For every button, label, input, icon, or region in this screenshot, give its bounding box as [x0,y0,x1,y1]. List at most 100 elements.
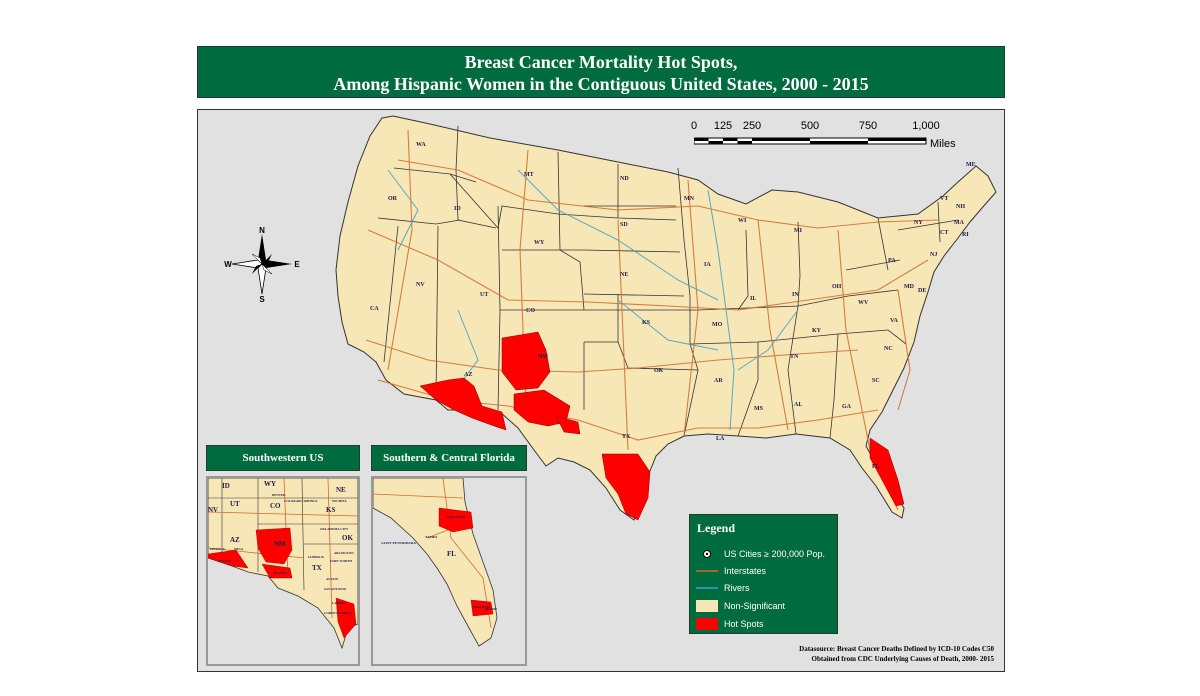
compass-n: N [259,226,265,235]
state-label: WA [416,142,426,148]
compass-e: E [294,260,300,269]
state-label: CT [940,230,948,236]
state-label: IN [792,292,799,298]
inset-label: DENVER [272,493,286,497]
inset-label: FL [447,550,456,558]
state-label: SC [872,378,880,384]
state-label: TN [790,354,799,360]
title-line-2: Among Hispanic Women in the Contiguous U… [333,74,869,94]
florida-inset-title: Southern & Central Florida [371,445,527,471]
florida-inset-svg: ORLANDO SAINT PETERSBURG TAMPA FL HIALEA… [373,478,497,647]
state-label: NM [538,354,548,360]
inset-label: CO [270,502,281,510]
state-label: DE [918,288,926,294]
inset-label: SAN ANTONIO [324,587,347,591]
inset-label: ID [222,482,230,490]
inset-label: NE [336,486,346,494]
inset-label: ORLANDO [447,515,465,519]
legend-title: Legend [697,521,736,535]
inset-label: ARLINGTON [334,551,354,555]
state-label: CO [526,308,535,314]
state-label: NJ [930,252,937,258]
state-label: ND [620,176,629,182]
state-label: WY [534,240,545,246]
hot-spot-regions [419,331,905,521]
inset-label: TUCSON [218,559,232,563]
state-label: VA [890,318,899,324]
state-label: MD [904,284,915,290]
hot-spot-swatch-icon [696,618,718,630]
state-label: MS [754,406,764,412]
inset-label: WY [264,480,276,488]
inset-label: LUBBOCK [308,555,324,559]
north-arrow-compass: N S W E [224,226,300,304]
state-label: NE [620,272,628,278]
inset-label: TAMPA [425,535,438,539]
main-map-frame: WA MT ND OR ID MN WY SD WI MI NV UT NE I… [197,109,1005,672]
inset-label: EL PASO [274,571,288,575]
scale-tick-label: 250 [742,120,762,132]
inset-label: AZ [230,536,240,544]
scale-tick-label: 1,000 [912,120,940,132]
legend-item-cities: US Cities ≥ 200,000 Pop. [696,547,825,561]
state-label: RI [962,232,969,238]
scale-unit: Miles [930,138,956,150]
state-label: OR [388,196,398,202]
inset-label: FORT WORTH [330,559,352,563]
inset-label: SAINT PETERSBURG [381,541,417,545]
state-label: MO [712,322,723,328]
river-line-icon [696,582,718,594]
state-label: MN [684,196,695,202]
state-label: PA [888,258,896,264]
state-label: NY [914,220,923,226]
legend-item-rivers: Rivers [696,581,750,595]
state-label: ID [454,206,461,212]
title-line-1: Breast Cancer Mortality Hot Spots, [464,52,738,72]
state-label: MI [794,228,803,234]
state-label: VT [940,196,948,202]
compass-s: S [259,295,265,302]
legend-item-non-significant: Non-Significant [696,599,785,613]
state-label: KS [642,320,651,326]
inset-label: OK [342,534,353,542]
map-title: Breast Cancer Mortality Hot Spots, Among… [197,46,1005,98]
inset-label: HIALEAH [473,605,490,609]
scale-bar: 0 125 250 500 750 1,000 Miles [691,120,974,158]
southwest-inset-svg: ID WY NE NV UT CO KS AZ NM OK TX DENVER … [208,478,358,650]
state-label: UT [480,292,488,298]
state-label: CA [370,306,379,312]
state-label: LA [716,436,725,442]
state-label: MA [954,220,965,226]
datasource-line-1: Datasource: Breast Cancer Deaths Defined… [799,645,994,653]
state-label: TX [622,434,631,440]
state-label: GA [842,404,852,410]
florida-inset-map: ORLANDO SAINT PETERSBURG TAMPA FL HIALEA… [371,476,527,666]
inset-label: MIAMI [485,607,497,611]
inset-label: OKLAHOMA CITY [320,527,349,531]
southwest-inset-title: Southwestern US [206,445,360,471]
state-label: NH [956,204,965,210]
state-label: SD [620,222,628,228]
state-label: AL [794,402,802,408]
state-label: MT [524,172,534,178]
us-landmass [335,115,997,521]
state-label: FL [872,464,880,470]
interstate-line-icon [696,565,718,577]
compass-w: W [224,260,232,269]
state-label: OK [654,368,664,374]
scale-bar-graphic [694,137,927,145]
compass-rose-icon: N S W E [224,226,300,304]
inset-label: WICHITA [332,499,347,503]
legend-item-hot-spots: Hot Spots [696,617,764,631]
state-label: AZ [464,372,472,378]
inset-label: COLORADO SPRINGS [284,499,318,503]
state-label: KY [812,328,822,334]
inset-label: MESA [234,547,244,551]
river-lines [387,169,799,431]
inset-label: LAREDO [332,601,346,605]
inset-label: PHOENIX [210,547,226,551]
state-label: IL [750,296,756,302]
us-map: WA MT ND OR ID MN WY SD WI MI NV UT NE I… [335,115,997,521]
inset-label: NV [208,506,218,514]
inset-label: TX [312,564,322,572]
